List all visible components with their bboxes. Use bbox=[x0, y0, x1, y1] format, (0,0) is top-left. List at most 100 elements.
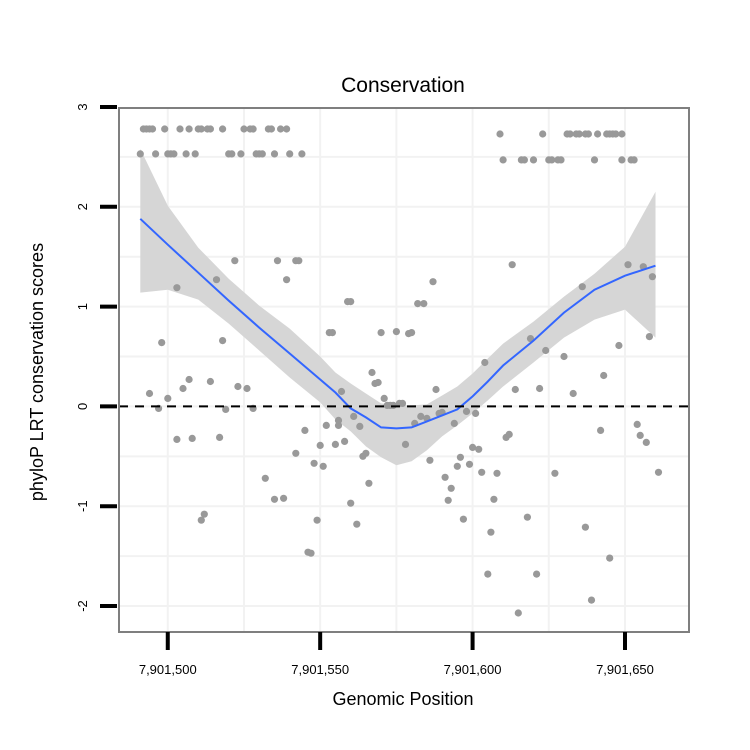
data-point bbox=[307, 549, 315, 557]
data-point bbox=[261, 474, 269, 482]
data-point bbox=[206, 377, 214, 386]
data-point bbox=[469, 443, 477, 451]
data-point bbox=[594, 130, 602, 138]
data-point bbox=[161, 125, 169, 133]
data-point bbox=[398, 399, 407, 407]
data-point bbox=[496, 130, 504, 138]
data-point bbox=[432, 385, 440, 394]
data-point bbox=[612, 130, 620, 138]
data-point bbox=[176, 125, 184, 133]
data-point bbox=[569, 389, 577, 398]
data-point bbox=[377, 329, 385, 337]
data-point bbox=[417, 412, 425, 420]
data-point bbox=[520, 156, 529, 164]
data-point bbox=[179, 384, 187, 393]
data-point bbox=[295, 257, 303, 265]
data-point bbox=[298, 150, 306, 158]
data-point bbox=[557, 156, 565, 164]
data-point bbox=[216, 433, 224, 441]
data-point bbox=[487, 528, 495, 536]
data-point bbox=[462, 407, 471, 415]
confidence-band bbox=[140, 148, 656, 466]
data-point bbox=[301, 426, 309, 434]
data-point bbox=[578, 283, 586, 291]
data-point bbox=[249, 125, 257, 133]
data-point bbox=[499, 156, 507, 164]
loess-fit-line bbox=[139, 218, 656, 430]
data-point bbox=[523, 513, 532, 521]
data-point bbox=[185, 125, 193, 133]
data-point bbox=[188, 434, 196, 442]
data-point bbox=[551, 469, 559, 477]
data-point bbox=[426, 456, 434, 464]
data-point bbox=[542, 346, 550, 355]
data-point bbox=[444, 496, 452, 504]
data-point bbox=[633, 420, 641, 428]
data-point bbox=[313, 516, 321, 524]
data-point bbox=[606, 554, 614, 562]
data-point bbox=[618, 130, 626, 138]
data-point bbox=[322, 421, 330, 429]
y-axis-title: phyloP LRT conservation scores bbox=[27, 243, 47, 501]
data-point bbox=[566, 130, 574, 138]
data-point bbox=[231, 257, 239, 265]
y-tick-label: 0 bbox=[75, 403, 90, 410]
smooth-line bbox=[139, 218, 656, 430]
data-point bbox=[197, 516, 205, 524]
x-axis-title: Genomic Position bbox=[332, 689, 473, 709]
x-tick-label: 7,901,600 bbox=[444, 662, 502, 677]
data-points bbox=[136, 125, 663, 617]
data-point bbox=[258, 150, 266, 158]
data-point bbox=[353, 520, 361, 528]
data-point bbox=[636, 431, 644, 439]
data-point bbox=[615, 341, 623, 350]
data-point bbox=[280, 494, 288, 502]
data-point bbox=[441, 473, 449, 481]
y-tick-label: 1 bbox=[75, 303, 90, 310]
data-point bbox=[590, 156, 599, 164]
data-point bbox=[529, 156, 538, 164]
data-point bbox=[453, 462, 461, 470]
data-point bbox=[219, 125, 227, 133]
data-point bbox=[356, 422, 364, 430]
data-point bbox=[465, 460, 474, 468]
data-point bbox=[624, 261, 632, 269]
data-point bbox=[334, 421, 343, 429]
data-point bbox=[505, 430, 513, 438]
data-point bbox=[654, 468, 663, 476]
data-point bbox=[392, 328, 400, 336]
data-point bbox=[185, 375, 193, 384]
data-point bbox=[575, 130, 583, 138]
data-point bbox=[350, 412, 358, 420]
data-point bbox=[408, 329, 416, 337]
data-point bbox=[414, 300, 422, 308]
data-point bbox=[173, 435, 181, 443]
data-point bbox=[234, 382, 242, 391]
data-point bbox=[539, 130, 547, 138]
x-tick-label: 7,901,650 bbox=[596, 662, 654, 677]
data-point bbox=[341, 437, 349, 445]
data-point bbox=[374, 378, 382, 387]
data-point bbox=[136, 150, 144, 158]
data-point bbox=[219, 337, 227, 345]
data-point bbox=[429, 278, 437, 286]
data-point bbox=[618, 156, 626, 164]
y-tick-label: 2 bbox=[75, 203, 90, 210]
data-point bbox=[237, 150, 245, 158]
data-point bbox=[630, 156, 638, 164]
data-point bbox=[456, 453, 464, 461]
data-point bbox=[584, 130, 593, 138]
data-point bbox=[365, 479, 373, 487]
y-tick-label: -1 bbox=[75, 500, 90, 512]
data-point bbox=[286, 150, 294, 158]
data-point bbox=[587, 596, 596, 604]
data-point bbox=[270, 495, 279, 503]
data-point bbox=[481, 358, 489, 367]
data-point bbox=[511, 385, 519, 394]
data-point bbox=[472, 409, 480, 417]
data-point bbox=[347, 298, 355, 306]
data-point bbox=[212, 276, 221, 284]
data-point bbox=[536, 384, 544, 393]
data-point bbox=[277, 125, 285, 133]
